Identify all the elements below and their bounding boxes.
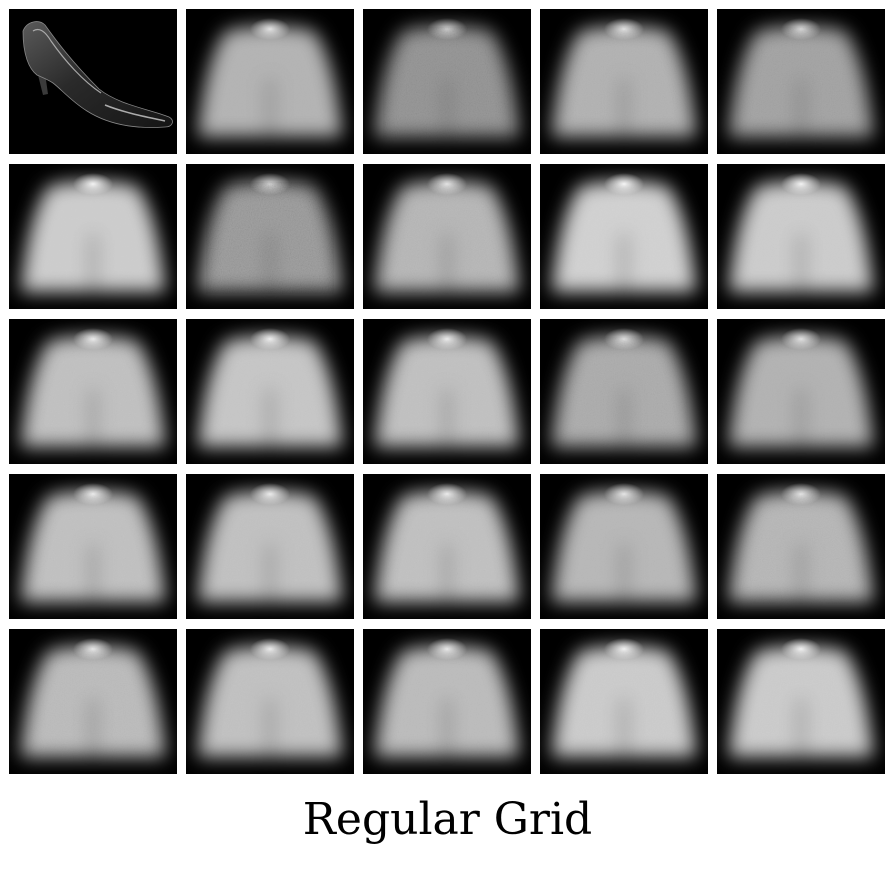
shoe-image-tile <box>9 9 177 154</box>
blurred-reconstruction-tile <box>186 164 354 309</box>
blurred-reconstruction-tile <box>717 164 885 309</box>
image-grid <box>9 9 885 774</box>
blurred-reconstruction-tile <box>717 474 885 619</box>
blurred-reconstruction-tile <box>717 319 885 464</box>
blurred-reconstruction-tile <box>9 164 177 309</box>
blurred-reconstruction-tile <box>540 164 708 309</box>
blurred-reconstruction-tile <box>363 629 531 774</box>
blurred-reconstruction-tile <box>363 9 531 154</box>
blurred-reconstruction-tile <box>186 319 354 464</box>
figure-caption: Regular Grid <box>302 794 593 845</box>
blurred-reconstruction-tile <box>540 319 708 464</box>
blurred-reconstruction-tile <box>9 474 177 619</box>
blurred-reconstruction-tile <box>9 319 177 464</box>
blurred-reconstruction-tile <box>186 474 354 619</box>
blurred-reconstruction-tile <box>540 629 708 774</box>
blurred-reconstruction-tile <box>186 629 354 774</box>
blurred-reconstruction-tile <box>540 9 708 154</box>
blurred-reconstruction-tile <box>717 9 885 154</box>
blurred-reconstruction-tile <box>363 474 531 619</box>
blurred-reconstruction-tile <box>363 164 531 309</box>
blurred-reconstruction-tile <box>186 9 354 154</box>
blurred-reconstruction-tile <box>363 319 531 464</box>
high-heel-shoe-icon <box>22 21 173 128</box>
blurred-reconstruction-tile <box>9 629 177 774</box>
blurred-reconstruction-tile <box>717 629 885 774</box>
blurred-reconstruction-tile <box>540 474 708 619</box>
